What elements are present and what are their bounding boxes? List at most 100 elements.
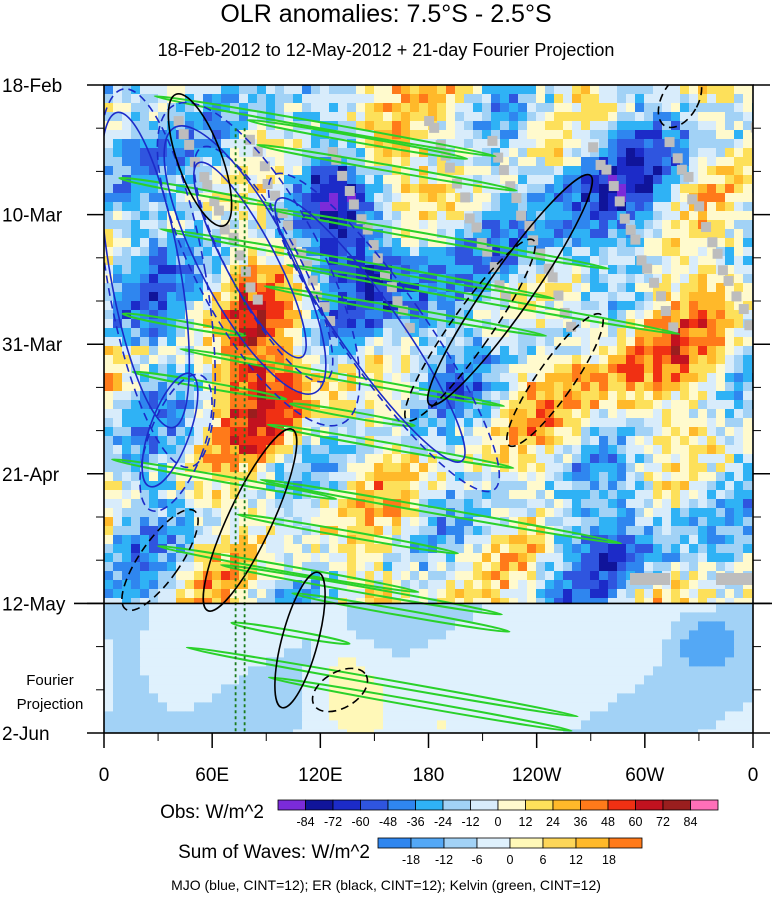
y-tick-label: 21-Apr: [2, 465, 60, 486]
x-tick-label: 120E: [298, 765, 342, 786]
kelvin-contour: [246, 118, 469, 161]
er-contour: [121, 508, 199, 612]
obs-legend-level: -36: [406, 815, 424, 829]
obs-legend-level: -84: [296, 815, 314, 829]
projection-label: Fourier: [26, 672, 74, 689]
kelvin-contour: [236, 513, 459, 555]
er-contour: [202, 428, 298, 612]
obs-legend-level: -60: [351, 815, 369, 829]
chart-subtitle: 18-Feb-2012 to 12-May-2012 + 21-day Four…: [157, 40, 615, 60]
obs-legend-swatch: [360, 799, 389, 811]
y-tick-label: 12-May: [2, 594, 66, 615]
kelvin-contour: [230, 621, 351, 646]
mjo-contour: [274, 197, 466, 463]
waves-legend-swatch: [443, 837, 478, 849]
kelvin-contour: [291, 592, 511, 633]
waves-legend-swatch: [575, 837, 610, 849]
x-tick-label: 60W: [625, 765, 664, 786]
kelvin-contour: [286, 263, 681, 336]
obs-legend-level: 84: [684, 815, 698, 829]
y-tick-label: 2-Jun: [2, 724, 50, 745]
kelvin-contour: [153, 94, 497, 158]
obs-legend-level: -72: [324, 815, 342, 829]
waves-legend-swatch: [377, 837, 412, 849]
obs-legend-swatch: [497, 799, 526, 811]
mjo-contour: [193, 145, 334, 383]
er-contour: [311, 667, 369, 713]
obs-legend-level: 24: [546, 815, 560, 829]
obs-legend-level: 60: [629, 815, 643, 829]
obs-legend-swatch: [415, 799, 444, 811]
obs-legend-swatch: [305, 799, 334, 811]
kelvin-contour: [185, 646, 579, 718]
obs-legend-swatch: [332, 799, 361, 811]
mjo-contour: [139, 373, 213, 512]
er-contour: [426, 173, 594, 407]
mjo-contour: [267, 172, 501, 493]
obs-legend-level: -48: [379, 815, 397, 829]
x-tick-label: 180: [413, 765, 445, 786]
y-tick-label: 31-Mar: [2, 335, 63, 356]
waves-legend-level: -18: [402, 853, 420, 867]
obs-legend-swatch: [442, 799, 471, 811]
obs-legend-swatch: [387, 799, 416, 811]
waves-legend-level: 6: [540, 853, 547, 867]
obs-legend-level: -24: [434, 815, 452, 829]
obs-legend-level: 48: [601, 815, 615, 829]
obs-legend-level: -12: [461, 815, 479, 829]
kelvin-contour: [259, 478, 623, 545]
x-tick-label: 0: [99, 765, 110, 786]
er-contour: [167, 92, 233, 228]
obs-legend-swatch: [690, 799, 719, 811]
mjo-contour: [163, 125, 327, 395]
mjo-contour: [156, 101, 361, 427]
mjo-contour: [141, 372, 199, 488]
x-tick-label: 0: [748, 765, 759, 786]
obs-legend-swatch: [662, 799, 691, 811]
obs-legend-swatch: [635, 799, 664, 811]
kelvin-contour: [157, 544, 420, 594]
obs-legend-label: Obs: W/m^2: [160, 802, 264, 823]
waves-legend-level: 0: [507, 853, 514, 867]
waves-legend-swatch: [509, 837, 544, 849]
waves-legend-level: 12: [569, 853, 583, 867]
kelvin-contour: [159, 227, 555, 300]
obs-legend-level: 0: [495, 815, 502, 829]
obs-legend-swatch: [470, 799, 499, 811]
mjo-contour: [104, 111, 191, 429]
obs-legend-swatch: [607, 799, 636, 811]
waves-legend-swatch: [542, 837, 577, 849]
kelvin-contour: [263, 285, 548, 337]
er-contour: [404, 238, 536, 422]
kelvin-contour: [266, 423, 515, 470]
mjo-contour: [104, 88, 217, 469]
y-tick-label: 10-Mar: [2, 206, 63, 227]
x-tick-label: 120W: [512, 765, 562, 786]
axes: 18-Feb 10-Mar 31-Mar 21-Apr 12-May 2-Jun 0 60E 1…: [2, 76, 772, 786]
er-contour: [274, 571, 326, 709]
kelvin-contour: [111, 458, 338, 501]
kelvin-contour: [256, 143, 518, 192]
er-contour: [506, 312, 604, 448]
kelvin-contour: [131, 370, 288, 401]
kelvin-contour: [220, 563, 503, 616]
waves-legend-swatch: [410, 837, 445, 849]
obs-legend-level: 12: [519, 815, 533, 829]
waves-legend-swatch: [608, 837, 643, 849]
waves-legend-label: Sum of Waves: W/m^2: [178, 842, 370, 863]
obs-legend-swatch: [552, 799, 581, 811]
mjo-contour: [193, 161, 307, 359]
kelvin-contour: [179, 347, 506, 408]
obs-legend-level: 72: [656, 815, 670, 829]
y-tick-label: 18-Feb: [2, 76, 62, 97]
projection-label: Projection: [17, 696, 84, 713]
contour-note: MJO (blue, CINT=12); ER (black, CINT=12)…: [171, 877, 601, 893]
chart-title: OLR anomalies: 7.5°S - 2.5°S: [220, 0, 552, 28]
obs-legend-swatch: [525, 799, 554, 811]
x-tick-label: 60E: [195, 765, 229, 786]
obs-legend-level: 36: [574, 815, 588, 829]
waves-legend-level: -6: [471, 853, 482, 867]
kelvin-contour: [121, 312, 247, 337]
waves-legend-level: 18: [602, 853, 616, 867]
